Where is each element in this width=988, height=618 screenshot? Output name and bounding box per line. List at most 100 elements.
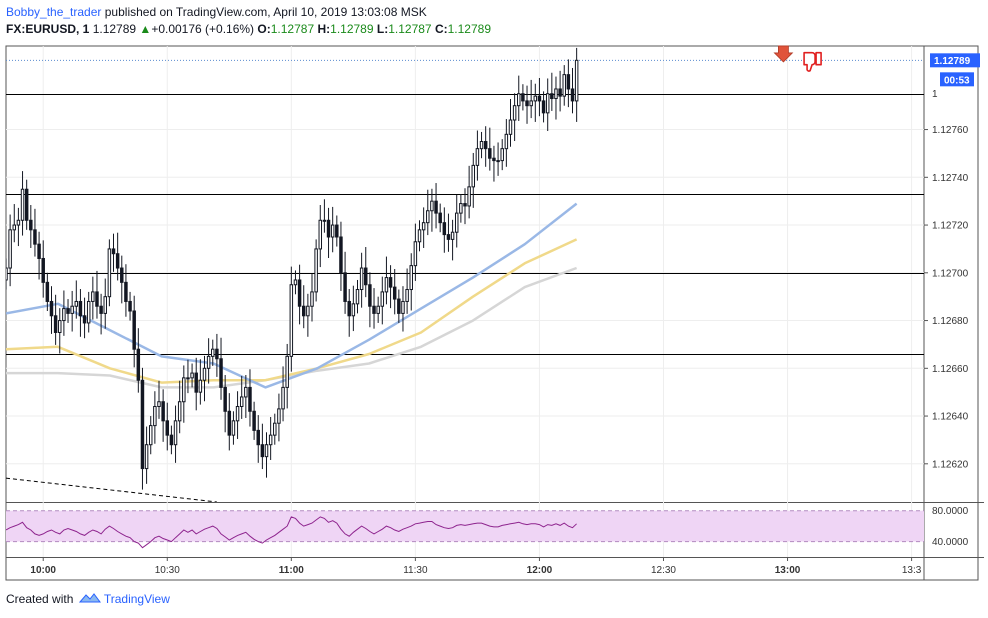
candle-body bbox=[537, 95, 542, 102]
publish-line: Bobby_the_trader published on TradingVie… bbox=[6, 4, 491, 21]
y-tick-label-6: 1.12640 bbox=[932, 412, 969, 423]
candle-body bbox=[264, 444, 269, 458]
candle-body bbox=[541, 100, 546, 114]
candle-body bbox=[504, 133, 509, 150]
chart-grid bbox=[6, 46, 924, 557]
candle-body bbox=[86, 300, 91, 324]
candle-body bbox=[446, 234, 451, 240]
candle-body bbox=[173, 420, 178, 446]
candle-body bbox=[488, 148, 492, 159]
candle-body bbox=[231, 420, 236, 436]
candle-body bbox=[359, 267, 364, 291]
candle-body bbox=[227, 410, 232, 436]
candle-body bbox=[37, 243, 41, 259]
candle-body bbox=[467, 186, 471, 207]
x-tick-label-5: 12:30 bbox=[651, 565, 676, 576]
candle-body bbox=[289, 284, 294, 357]
candle-body bbox=[475, 148, 480, 166]
candle-body bbox=[132, 310, 136, 350]
candle-body bbox=[434, 200, 438, 214]
candle-body bbox=[148, 425, 153, 446]
candle-body bbox=[492, 157, 496, 162]
candle-body bbox=[529, 100, 533, 107]
candle-body bbox=[293, 279, 298, 286]
countdown-badge bbox=[940, 72, 974, 87]
candle-body bbox=[417, 229, 422, 243]
close-label: C: bbox=[434, 22, 448, 36]
candle-body bbox=[78, 300, 83, 317]
candle-body bbox=[421, 222, 426, 231]
candle-body bbox=[153, 406, 157, 427]
candle-body bbox=[45, 281, 50, 302]
x-tick-label-2: 11:00 bbox=[279, 565, 304, 576]
candle-body bbox=[144, 444, 149, 470]
candle-body bbox=[376, 305, 380, 314]
candle-body bbox=[161, 401, 165, 422]
candle-body bbox=[318, 219, 323, 250]
candle-body bbox=[281, 386, 285, 410]
candle-body bbox=[182, 377, 186, 403]
rsi-level-label-0: 80.0000 bbox=[932, 506, 969, 517]
candle-body bbox=[256, 429, 260, 446]
candle-body bbox=[206, 355, 211, 369]
candle-body bbox=[165, 420, 170, 436]
candle-body bbox=[558, 88, 562, 97]
candle-body bbox=[351, 303, 356, 317]
candle-body bbox=[512, 105, 517, 121]
candle-body bbox=[450, 231, 455, 240]
candle-body bbox=[388, 277, 393, 288]
ma-mid-line bbox=[6, 238, 578, 384]
rsi-band bbox=[6, 510, 924, 542]
candle-body bbox=[554, 88, 558, 100]
candle-body bbox=[16, 219, 21, 226]
time-axis[interactable]: 10:00 10:30 11:00 11:30 12:00 12:30 13:00 13:3 bbox=[30, 557, 922, 576]
outer-border bbox=[5, 45, 979, 581]
candle-body bbox=[339, 236, 343, 274]
ohlc-line: FX:EURUSD, 1 1.12789 ▲+0.00176 (+0.16%) … bbox=[6, 21, 491, 38]
candle-body bbox=[33, 229, 37, 245]
tradingview-link[interactable]: TradingView bbox=[103, 592, 170, 606]
candle-body bbox=[91, 291, 95, 302]
published-text: published on TradingView.com, April 10, … bbox=[104, 5, 427, 19]
candle-body bbox=[49, 300, 54, 317]
candle-body bbox=[533, 95, 538, 102]
countdown-label: 00:53 bbox=[944, 75, 970, 86]
chart-frame bbox=[5, 45, 984, 581]
candle-body bbox=[128, 300, 132, 312]
candle-body bbox=[268, 434, 273, 446]
candle-body bbox=[430, 200, 434, 212]
candle-body bbox=[95, 291, 99, 307]
candle-body bbox=[401, 300, 405, 314]
candle-body bbox=[115, 253, 120, 269]
candle-body bbox=[6, 267, 8, 281]
candle-body bbox=[301, 305, 306, 317]
candle-body bbox=[463, 203, 467, 207]
thumbs-down-icon bbox=[803, 51, 822, 72]
candle-body bbox=[215, 348, 219, 360]
candle-body bbox=[99, 305, 103, 314]
candle-body bbox=[190, 372, 194, 379]
candle-body bbox=[306, 305, 310, 317]
candle-body bbox=[120, 267, 124, 283]
y-tick-label-5: 1.12660 bbox=[932, 364, 969, 375]
candle-body bbox=[244, 386, 248, 398]
candle-body bbox=[186, 377, 190, 380]
price-axis[interactable]: 1.12760 1.12740 1.12720 1.12700 1.12680 1.126… bbox=[924, 53, 980, 470]
rsi-level-label-1: 40.0000 bbox=[932, 537, 969, 548]
candle-body bbox=[29, 219, 33, 231]
author-link[interactable]: Bobby_the_trader bbox=[6, 5, 102, 19]
candle-body bbox=[550, 93, 554, 100]
plot-border bbox=[5, 45, 925, 581]
candle-body bbox=[24, 188, 29, 221]
tradingview-logo-icon bbox=[78, 593, 101, 603]
candle-body bbox=[483, 140, 488, 150]
footer: Created with TradingView bbox=[6, 592, 170, 606]
candle-body bbox=[413, 241, 418, 267]
symbol-label[interactable]: FX:EURUSD, 1 bbox=[6, 22, 90, 36]
candle-body bbox=[326, 219, 331, 238]
candle-body bbox=[343, 272, 347, 302]
candle-body bbox=[314, 248, 318, 293]
low-value: 1.12787 bbox=[388, 22, 432, 36]
candle-body bbox=[310, 291, 314, 307]
